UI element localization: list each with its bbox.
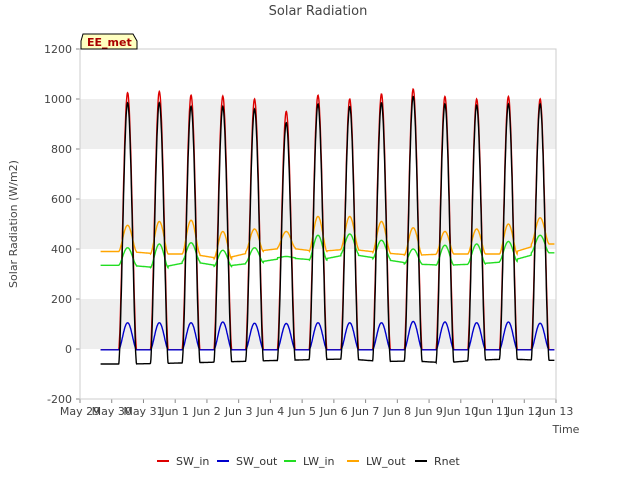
x-tick-label: Jun 10 <box>442 405 478 418</box>
legend-label-lw-in: LW_in <box>303 455 335 468</box>
legend-label-rnet: Rnet <box>434 455 460 468</box>
y-tick-label: 800 <box>51 143 72 156</box>
x-tick-label: Jun 9 <box>414 405 443 418</box>
y-tick-label: 600 <box>51 193 72 206</box>
y-tick-label: -200 <box>47 393 72 406</box>
annotation-tag-shape <box>80 33 138 50</box>
x-tick-label: Jun 2 <box>192 405 221 418</box>
y-tick-label: 0 <box>65 343 72 356</box>
legend: SW_in SW_out LW_in LW_out Rnet <box>157 455 460 468</box>
x-tick-label: May 29 <box>60 405 100 418</box>
grid-band <box>80 299 556 349</box>
y-axis-label: Solar Radiation (W/m2) <box>7 160 20 288</box>
y-tick-label: 400 <box>51 243 72 256</box>
x-tick-label: Jun 6 <box>319 405 348 418</box>
chart-title: Solar Radiation <box>269 4 368 19</box>
legend-label-sw-in: SW_in <box>176 455 209 468</box>
x-tick-label: May 30 <box>92 405 132 418</box>
y-tick-label: 1200 <box>44 43 72 56</box>
y-tick-label: 200 <box>51 293 72 306</box>
legend-label-sw-out: SW_out <box>236 455 278 468</box>
series-line-lw-in <box>100 233 555 270</box>
x-tick-label: May 31 <box>123 405 163 418</box>
series-lines <box>100 87 555 365</box>
x-tick-label: Jun 12 <box>506 405 542 418</box>
x-axis-label: Time <box>552 423 580 436</box>
legend-label-lw-out: LW_out <box>366 455 406 468</box>
series-line-sw-out <box>100 320 555 351</box>
x-tick-label: Jun 7 <box>351 405 380 418</box>
series-line-lw-out <box>100 215 555 261</box>
y-axis-ticks: -200 0 200 400 600 800 1000 1200 <box>44 43 80 406</box>
grid-band <box>80 199 556 249</box>
x-tick-label: Jun 1 <box>160 405 189 418</box>
plot-frame <box>79 48 557 400</box>
series-line-rnet <box>100 95 555 365</box>
x-tick-label: Jun 11 <box>474 405 510 418</box>
plot-border <box>79 48 557 400</box>
x-tick-label: Jun 5 <box>287 405 316 418</box>
x-tick-label: Jun 13 <box>538 405 574 418</box>
x-tick-label: Jun 8 <box>382 405 411 418</box>
annotation-label: EE_met <box>87 36 132 49</box>
y-tick-label: 1000 <box>44 93 72 106</box>
x-tick-label: Jun 3 <box>224 405 253 418</box>
x-tick-label: Jun 4 <box>256 405 285 418</box>
annotation-box: EE_met <box>80 33 138 50</box>
